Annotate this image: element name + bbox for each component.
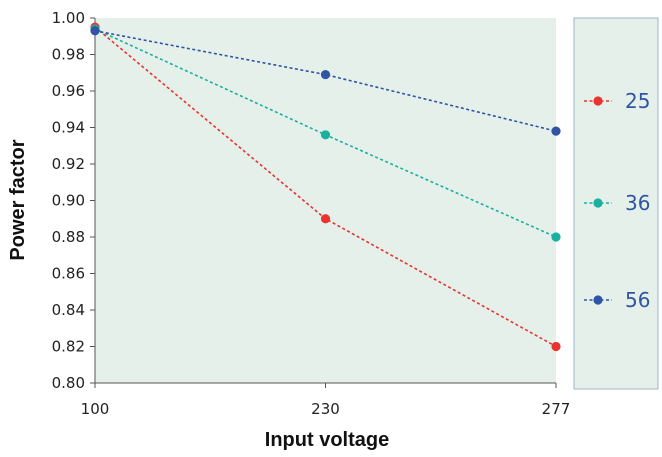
data-point-25 bbox=[320, 214, 331, 224]
legend-label-25: 25 bbox=[625, 89, 650, 113]
y-axis-ticks: 0.80 0.82 0.84 0.86 0.88 0.90 0.92 0.94 0.96 0.98… bbox=[52, 9, 95, 392]
series-line-56 bbox=[94, 29, 557, 132]
x-tick-label: 277 bbox=[542, 400, 571, 418]
legend-label-56: 56 bbox=[625, 288, 650, 312]
x-axis-title: Input voltage bbox=[265, 429, 389, 451]
data-point-56 bbox=[551, 126, 561, 136]
legend-marker-56 bbox=[593, 295, 603, 305]
y-tick-label: 1.00 bbox=[52, 9, 85, 27]
legend-box bbox=[573, 17, 659, 390]
y-tick-label: 0.94 bbox=[52, 119, 85, 137]
data-point-56 bbox=[90, 26, 100, 36]
y-tick-label: 0.84 bbox=[52, 301, 85, 319]
y-tick-label: 0.90 bbox=[52, 192, 85, 210]
y-axis-title: Power factor bbox=[7, 139, 29, 260]
x-tick-label: 100 bbox=[81, 400, 110, 418]
data-point-25 bbox=[551, 341, 561, 352]
x-axis-ticks: 100 230 277 bbox=[81, 383, 571, 418]
legend: 25 36 56 bbox=[584, 89, 650, 312]
data-point-56 bbox=[320, 69, 331, 80]
legend-label-36: 36 bbox=[625, 191, 650, 215]
y-tick-label: 0.92 bbox=[52, 155, 85, 173]
y-tick-label: 0.96 bbox=[52, 82, 85, 100]
data-point-36 bbox=[320, 130, 331, 140]
legend-marker-36 bbox=[593, 198, 603, 208]
y-tick-label: 0.82 bbox=[52, 338, 85, 356]
legend-marker-25 bbox=[593, 96, 603, 106]
y-tick-label: 0.80 bbox=[52, 374, 85, 392]
x-tick-label: 230 bbox=[311, 400, 340, 418]
series-layer bbox=[90, 22, 561, 352]
y-tick-label: 0.88 bbox=[52, 228, 85, 246]
data-point-36 bbox=[551, 232, 561, 242]
y-tick-label: 0.98 bbox=[52, 46, 85, 64]
y-tick-label: 0.86 bbox=[52, 265, 85, 283]
